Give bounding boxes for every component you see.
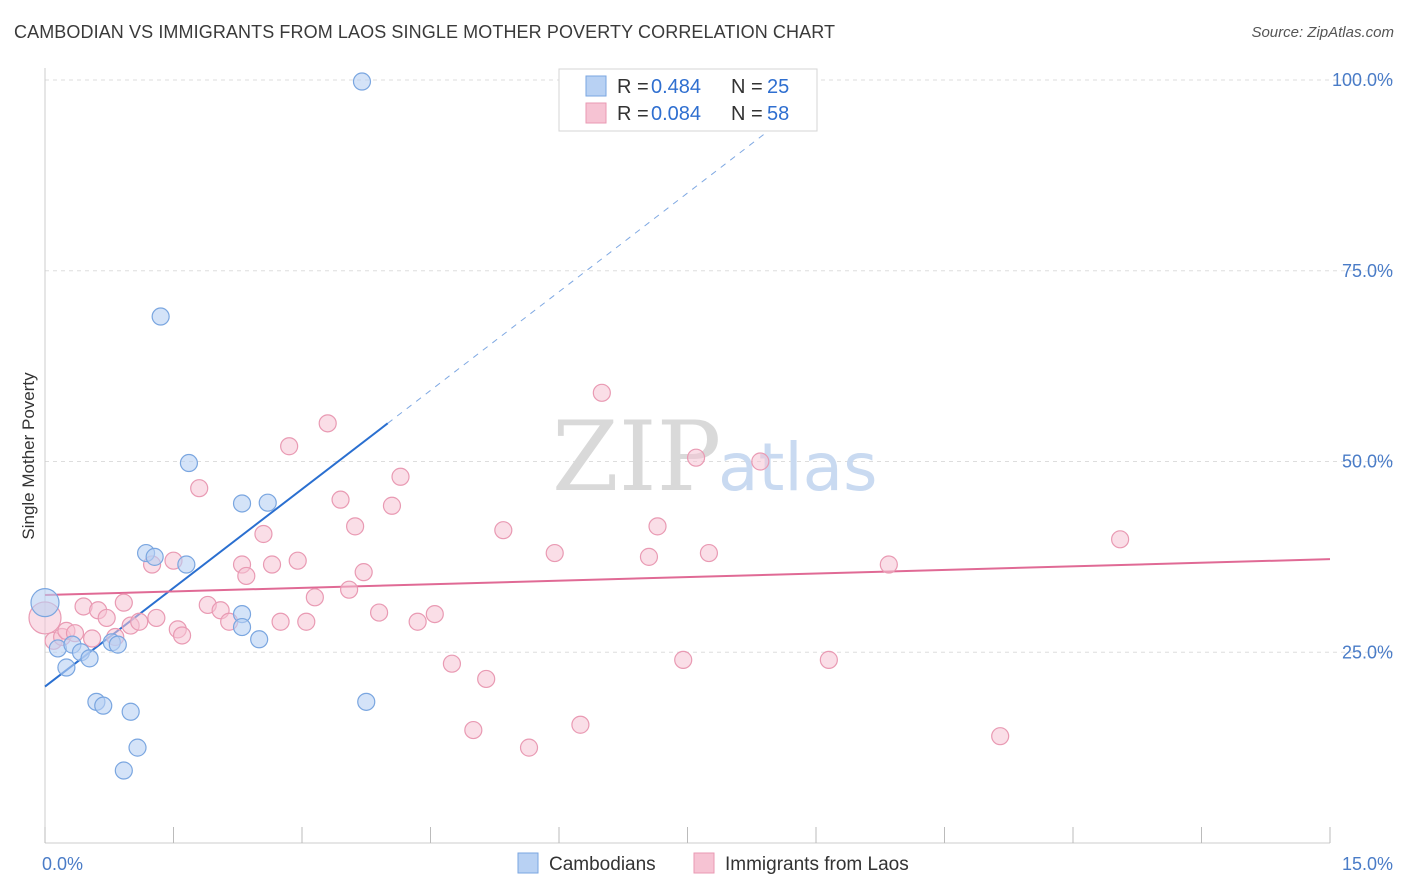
point-cambodians (177, 555, 196, 574)
x-tick-label: 15.0% (1342, 854, 1393, 874)
point-immigrants-from-laos (288, 551, 307, 570)
point-immigrants-from-laos (271, 612, 290, 631)
point-cambodians (145, 547, 164, 566)
point-immigrants-from-laos (648, 517, 667, 536)
legend-pink-r-value: 0.084 (651, 103, 701, 125)
points-cambodians (30, 72, 376, 780)
point-immigrants-from-laos (83, 629, 102, 648)
point-immigrants-from-laos (190, 479, 209, 498)
point-immigrants-from-laos (305, 588, 324, 607)
legend-pink-n-label: N = (731, 103, 763, 125)
point-immigrants-from-laos (686, 448, 706, 467)
point-immigrants-from-laos (408, 612, 427, 631)
point-immigrants-from-laos (425, 604, 444, 624)
point-immigrants-from-laos (331, 490, 350, 509)
point-immigrants-from-laos (519, 738, 539, 757)
points-immigrants-from-laos (28, 383, 1130, 757)
series-legend: Cambodians Immigrants from Laos (517, 852, 909, 875)
point-cambodians (128, 738, 147, 757)
x-tick-label: 0.0% (42, 854, 83, 874)
point-immigrants-from-laos (354, 563, 373, 582)
point-cambodians (114, 761, 133, 780)
point-immigrants-from-laos (639, 547, 659, 566)
series-legend-laos: Immigrants from Laos (725, 854, 909, 875)
point-cambodians (30, 588, 60, 618)
tick-labels: 25.0% 50.0% 75.0% 100.0% 0.0% 15.0% (42, 70, 1393, 874)
y-axis-label: Single Mother Poverty (19, 372, 38, 540)
point-immigrants-from-laos (674, 650, 693, 669)
point-immigrants-from-laos (340, 580, 359, 599)
y-tick-label: 75.0% (1342, 261, 1393, 281)
trend-line-cambodians (44, 422, 389, 688)
legend-swatch-pink (585, 102, 607, 124)
point-immigrants-from-laos (879, 555, 898, 574)
legend-blue-n-label: N = (731, 76, 763, 98)
point-cambodians (94, 696, 113, 715)
point-immigrants-from-laos (114, 593, 133, 612)
point-immigrants-from-laos (318, 414, 337, 433)
point-cambodians (108, 635, 127, 654)
trend-line-cambodians-extension (387, 93, 817, 424)
point-cambodians (232, 617, 252, 637)
series-legend-swatch-cambodians (517, 852, 539, 874)
point-immigrants-from-laos (571, 715, 590, 734)
y-tick-label: 50.0% (1342, 452, 1393, 472)
point-immigrants-from-laos (262, 555, 282, 574)
trend-line-immigrants-from-laos (44, 558, 1331, 597)
point-immigrants-from-laos (130, 612, 149, 631)
point-immigrants-from-laos (346, 517, 365, 536)
legend-pink-n-value: 58 (767, 103, 789, 125)
legend-blue-r-label: R = (617, 76, 649, 98)
point-cambodians (151, 307, 170, 326)
point-cambodians (357, 692, 376, 711)
chart-title: CAMBODIAN VS IMMIGRANTS FROM LAOS SINGLE… (14, 22, 836, 42)
legend-swatch-blue (585, 75, 607, 97)
point-cambodians (352, 72, 372, 91)
point-cambodians (179, 453, 199, 473)
watermark-atlas: atlas (718, 429, 878, 506)
point-immigrants-from-laos (494, 521, 513, 540)
point-cambodians (258, 493, 277, 512)
point-immigrants-from-laos (991, 727, 1010, 746)
point-immigrants-from-laos (545, 543, 564, 563)
point-cambodians (57, 658, 76, 677)
point-immigrants-from-laos (382, 496, 402, 515)
y-tick-label: 100.0% (1332, 70, 1393, 90)
point-immigrants-from-laos (819, 650, 838, 669)
watermark: ZIP atlas (552, 401, 878, 513)
series-legend-cambodians: Cambodians (549, 854, 656, 875)
point-cambodians (80, 649, 99, 668)
point-immigrants-from-laos (237, 566, 256, 586)
stats-legend: R = 0.484 N = 25 R = 0.084 N = 58 (558, 68, 818, 132)
point-immigrants-from-laos (280, 437, 299, 456)
point-immigrants-from-laos (442, 654, 462, 673)
point-immigrants-from-laos (1111, 530, 1130, 549)
point-immigrants-from-laos (97, 608, 116, 628)
point-immigrants-from-laos (297, 612, 316, 631)
legend-blue-r-value: 0.484 (651, 76, 701, 98)
point-immigrants-from-laos (370, 603, 389, 622)
point-immigrants-from-laos (464, 720, 483, 740)
y-tick-label: 25.0% (1342, 642, 1393, 662)
point-cambodians (232, 494, 252, 513)
point-immigrants-from-laos (391, 467, 410, 486)
point-cambodians (121, 702, 140, 721)
point-immigrants-from-laos (592, 383, 611, 402)
point-immigrants-from-laos (172, 626, 192, 645)
axes (44, 68, 1331, 844)
point-immigrants-from-laos (254, 524, 273, 544)
point-immigrants-from-laos (477, 669, 496, 689)
series-legend-swatch-laos (693, 852, 715, 874)
legend-pink-r-label: R = (617, 103, 649, 125)
point-immigrants-from-laos (699, 543, 719, 563)
source-label: Source: ZipAtlas.com (1251, 24, 1394, 41)
point-cambodians (250, 630, 269, 649)
trend-lines (44, 93, 1331, 688)
point-immigrants-from-laos (751, 452, 770, 471)
legend-blue-n-value: 25 (767, 76, 789, 98)
point-immigrants-from-laos (147, 608, 166, 628)
